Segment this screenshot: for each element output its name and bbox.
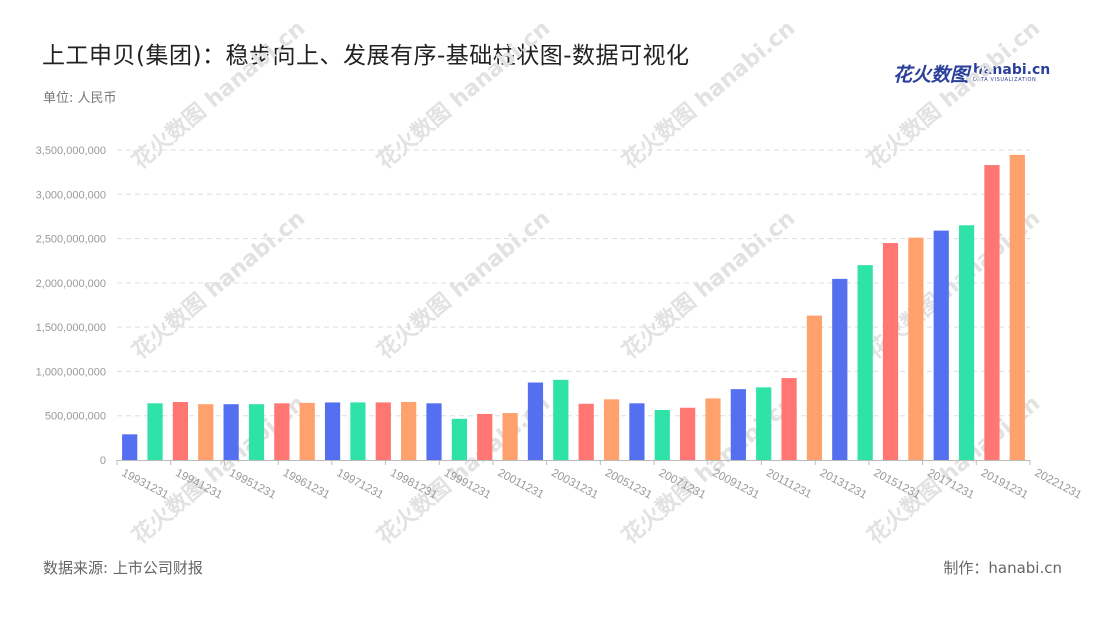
bar [527,382,544,460]
x-tick-label: 19931231 [120,467,171,502]
watermark-text: 花火数图 hanabi.cn [617,15,800,174]
bar [756,387,772,460]
y-tick-label: 0 [100,455,106,467]
bar [426,403,442,460]
x-tick-label: 20191231 [979,467,1030,502]
x-tick-label: 20051231 [603,467,654,502]
watermark-text: 花火数图 hanabi.cn [617,205,800,364]
bar [553,379,569,460]
bar [1009,154,1025,460]
bar [502,413,518,460]
y-tick-label: 3,500,000,000 [36,145,106,157]
y-tick-label: 3,000,000,000 [36,189,106,201]
brand-logo: 花火数图 hanabi.cn DATA VISUALIZATION [893,58,1050,88]
logo-cn-text: 花火数图 [893,63,970,86]
chart-title: 上工申贝(集团)：稳步向上、发展有序-基础柱状图-数据可视化 [42,43,690,69]
x-tick-label: 19951231 [227,467,278,502]
x-tick-label: 19971231 [334,467,385,502]
bar [603,399,620,460]
bar [324,402,341,460]
y-tick-label: 1,000,000,000 [36,366,106,378]
x-tick-label: 19961231 [281,467,332,502]
watermark-text: 花火数图 hanabi.cn [372,15,555,174]
bar [299,402,315,460]
bar [172,401,189,460]
bar [730,389,746,460]
bar [451,418,467,460]
bar [578,403,594,460]
watermark-text: 花火数图 hanabi.cn [127,15,310,174]
bar [375,402,391,460]
bar [274,403,290,460]
data-source: 数据来源: 上市公司财报 [43,559,203,577]
bar [401,401,417,460]
bar [705,398,721,460]
bar [882,243,899,460]
bar [629,403,645,460]
y-tick-label: 500,000,000 [45,411,106,423]
bar [958,225,975,460]
y-tick-label: 2,000,000,000 [36,278,106,290]
bar [198,404,214,460]
watermark-text: 花火数图 hanabi.cn [127,205,310,364]
logo-en-text: hanabi.cn [973,62,1051,78]
bar [781,378,797,460]
maker-credit: 制作：hanabi.cn [943,559,1062,577]
bar [122,434,138,460]
logo-sub-text: DATA VISUALIZATION [973,77,1037,83]
bar [933,230,949,460]
y-tick-label: 2,500,000,000 [36,234,106,246]
bar [857,265,873,460]
x-tick-label: 20011231 [496,467,546,501]
bar [350,402,366,460]
bar [832,278,848,460]
x-tick-label: 20031231 [549,467,600,502]
bar [223,404,239,460]
bar [654,409,670,460]
y-tick-label: 1,500,000,000 [36,322,106,334]
bar [147,403,163,460]
bar [680,407,696,460]
bar [984,165,1000,461]
bar [248,404,265,460]
x-tick-label: 20151231 [871,467,922,502]
bar [477,413,493,460]
watermark-text: 花火数图 hanabi.cn [372,205,555,364]
x-tick-label: 20221231 [1033,467,1084,502]
unit-label: 单位: 人民币 [43,91,117,106]
x-tick-label: 20091231 [710,467,761,502]
x-tick-label: 20111231 [764,467,813,501]
bar [806,315,823,460]
bar [908,237,924,460]
watermark-text: 花火数图 hanabi.cn [862,15,1045,174]
x-tick-label: 20131231 [818,467,869,502]
